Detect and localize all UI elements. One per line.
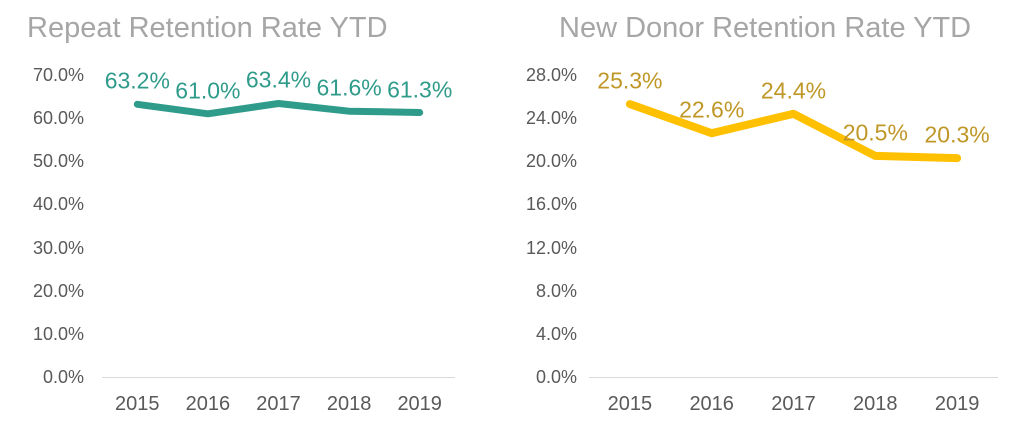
data-point-label: 63.4% — [245, 66, 312, 93]
y-axis-tick-label: 30.0% — [32, 237, 84, 258]
data-point-label: 61.6% — [316, 74, 382, 101]
y-axis-tick-label: 4.0% — [535, 323, 577, 344]
plot-area: 63.2% 61.0% 63.4% 61.6% 61.3% — [102, 68, 455, 378]
y-axis-tick-label: 16.0% — [525, 194, 577, 215]
y-axis-tick-label: 50.0% — [32, 151, 84, 172]
data-point-label: 20.3% — [924, 121, 990, 148]
x-axis-tick-label: 2016 — [185, 393, 231, 415]
x-axis: 2015 2016 2017 2018 2019 — [589, 378, 998, 424]
y-axis-tick-label: 8.0% — [535, 280, 577, 301]
data-point-label: 63.2% — [104, 67, 170, 94]
y-axis-tick-label: 28.0% — [525, 65, 577, 85]
y-axis-tick-label: 12.0% — [525, 237, 577, 258]
chart-title: Repeat Retention Rate YTD — [27, 12, 388, 44]
data-labels-layer: 25.3% 22.6% 24.4% 20.5% 20.3% — [589, 69, 998, 377]
data-point-label: 24.4% — [760, 77, 827, 104]
x-axis-tick-label: 2017 — [771, 393, 816, 415]
y-axis-tick-label: 70.0% — [32, 65, 84, 85]
line-series — [133, 100, 424, 118]
data-point-label: 22.6% — [679, 96, 745, 123]
x-axis-tick-label: 2019 — [397, 393, 442, 415]
y-axis-tick-label: 20.0% — [525, 151, 577, 172]
data-point-label: 61.0% — [175, 77, 241, 104]
x-axis-tick-label: 2018 — [853, 393, 898, 415]
data-point-label: 61.3% — [387, 76, 453, 103]
series-polyline — [133, 100, 424, 118]
y-axis-tick-label: 10.0% — [32, 323, 84, 344]
x-axis-tick-label: 2019 — [934, 393, 980, 415]
y-axis: 28.0% 24.0% 20.0% 16.0% 12.0% 8.0% 4.0% 0.0% — [512, 66, 577, 386]
data-point-label: 25.3% — [597, 67, 663, 94]
plot-area: 25.3% 22.6% 24.4% 20.5% 20.3% — [589, 69, 998, 378]
y-axis: 70.0% 60.0% 50.0% 40.0% 30.0% 20.0% 10.0% 0.0% — [0, 66, 84, 386]
data-labels-layer: 63.2% 61.0% 63.4% 61.6% 61.3% — [102, 68, 455, 377]
chart-title: New Donor Retention Rate YTD — [559, 12, 972, 44]
y-axis-tick-label: 24.0% — [525, 108, 577, 129]
y-axis-tick-label: 0.0% — [42, 367, 84, 387]
x-axis-tick-label: 2018 — [326, 393, 372, 415]
y-axis-tick-label: 60.0% — [32, 108, 84, 129]
data-point-label: 20.5% — [842, 119, 908, 146]
x-axis-tick-label: 2015 — [607, 393, 653, 415]
line-series — [625, 100, 962, 163]
x-axis: 2015 2016 2017 2018 2019 — [102, 378, 455, 424]
x-axis-tick-label: 2016 — [689, 393, 734, 415]
chart-new-donor-retention: New Donor Retention Rate YTD 28.0% 24.0% 2… — [512, 0, 1024, 443]
y-axis-tick-label: 20.0% — [32, 280, 84, 301]
y-axis-tick-label: 0.0% — [535, 367, 577, 387]
y-axis-tick-label: 40.0% — [32, 194, 84, 215]
chart-repeat-retention: Repeat Retention Rate YTD 70.0% 60.0% 50.0… — [0, 0, 500, 443]
x-axis-tick-label: 2017 — [256, 393, 301, 415]
x-axis-tick-label: 2015 — [115, 393, 160, 415]
series-polyline — [625, 100, 962, 163]
